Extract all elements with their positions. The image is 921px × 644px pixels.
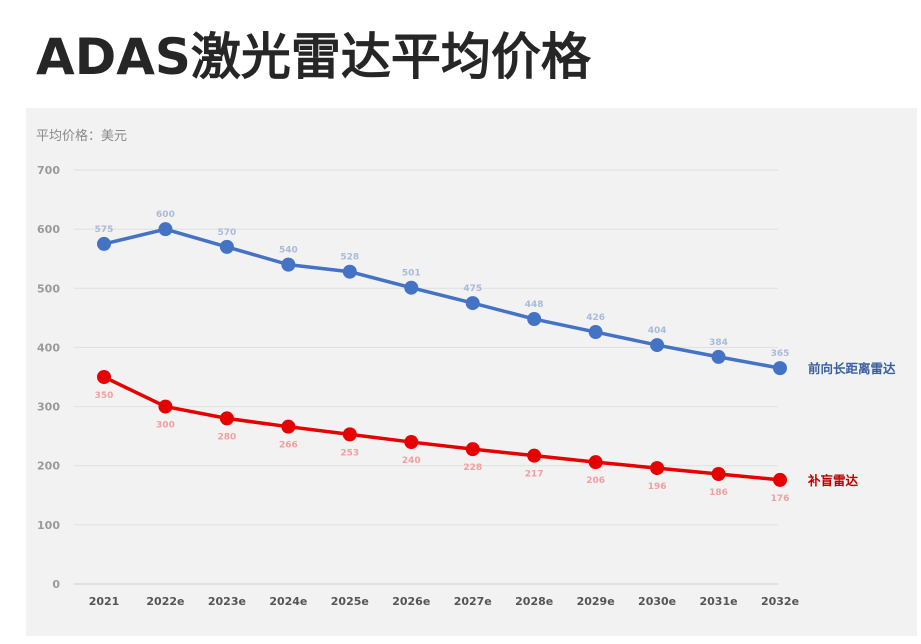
- data-label-0-4: 528: [340, 253, 359, 263]
- data-point-0-9: [650, 338, 665, 353]
- data-label-1-4: 253: [340, 448, 359, 458]
- x-tick-label-2029e: 2029e: [577, 595, 615, 608]
- data-label-1-3: 266: [279, 441, 298, 451]
- data-point-0-6: [465, 296, 480, 311]
- data-point-0-11: [773, 361, 787, 376]
- data-point-1-3: [281, 419, 296, 434]
- data-point-0-4: [342, 264, 357, 279]
- y-tick-label-0: 0: [52, 578, 60, 591]
- data-label-0-2: 570: [218, 228, 237, 238]
- data-label-0-9: 404: [648, 326, 667, 336]
- data-label-1-9: 196: [648, 482, 667, 492]
- data-label-0-6: 475: [463, 284, 482, 294]
- data-point-0-0: [97, 236, 111, 251]
- data-point-1-10: [711, 466, 726, 481]
- y-tick-label-300: 300: [37, 401, 60, 414]
- y-tick-label-100: 100: [37, 519, 60, 532]
- data-point-0-8: [588, 325, 603, 340]
- data-point-1-2: [219, 411, 234, 426]
- data-label-0-3: 540: [279, 246, 298, 256]
- data-label-0-11: 365: [771, 349, 790, 359]
- data-point-1-4: [342, 427, 357, 442]
- x-tick-label-2027e: 2027e: [454, 595, 492, 608]
- x-tick-label-2024e: 2024e: [269, 595, 307, 608]
- data-label-1-8: 206: [586, 476, 605, 486]
- data-point-1-11: [773, 472, 787, 487]
- data-point-1-9: [650, 461, 665, 476]
- y-tick-label-200: 200: [37, 460, 60, 473]
- data-label-1-7: 217: [525, 470, 544, 480]
- data-label-0-7: 448: [525, 300, 544, 310]
- data-label-0-8: 426: [586, 313, 605, 323]
- x-tick-label-2032e: 2032e: [761, 595, 799, 608]
- x-tick-label-2028e: 2028e: [515, 595, 553, 608]
- x-tick-label-2030e: 2030e: [638, 595, 676, 608]
- x-tick-label-2022e: 2022e: [146, 595, 184, 608]
- series-line-1: [103, 375, 781, 482]
- data-point-0-5: [404, 280, 419, 295]
- x-tick-label-2031e: 2031e: [700, 595, 738, 608]
- data-point-1-7: [527, 448, 542, 463]
- data-label-1-11: 176: [771, 494, 790, 504]
- data-label-1-2: 280: [218, 432, 237, 442]
- x-tick-label-2026e: 2026e: [392, 595, 430, 608]
- data-point-0-3: [281, 257, 296, 272]
- data-point-1-5: [404, 435, 419, 450]
- data-point-0-7: [527, 312, 542, 327]
- data-label-0-1: 600: [156, 210, 175, 220]
- data-label-0-10: 384: [709, 338, 728, 348]
- x-tick-label-2025e: 2025e: [331, 595, 369, 608]
- data-point-1-1: [158, 399, 173, 414]
- chart-panel: 平均价格：美元 0 100 200 300 400 500 600 700 2021 2022e 2…: [26, 108, 917, 636]
- data-label-1-0: 350: [95, 391, 114, 401]
- x-tick-label-2023e: 2023e: [208, 595, 246, 608]
- data-point-0-2: [219, 239, 234, 254]
- data-point-0-10: [711, 349, 726, 364]
- y-tick-label-400: 400: [37, 341, 60, 354]
- y-axis-unit-label: 平均价格：美元: [36, 129, 128, 144]
- page-title: ADAS激光雷达平均价格: [36, 28, 591, 86]
- data-label-1-6: 228: [463, 463, 482, 473]
- y-tick-label-700: 700: [37, 164, 60, 177]
- data-point-1-6: [465, 442, 480, 457]
- y-tick-label-600: 600: [37, 223, 60, 236]
- data-label-0-0: 575: [95, 225, 114, 235]
- data-label-1-1: 300: [156, 421, 175, 431]
- data-point-1-0: [97, 370, 111, 384]
- x-tick-label-2021: 2021: [89, 595, 120, 608]
- line-chart: 0 100 200 300 400 500 600 700 2021 2022e 2023e 2024…: [37, 164, 896, 608]
- data-point-0-1: [158, 222, 173, 237]
- series-name-label-1: 补盲雷达: [807, 473, 859, 488]
- data-label-1-10: 186: [709, 488, 728, 498]
- series-line-0: [103, 227, 781, 370]
- y-tick-label-500: 500: [37, 282, 60, 295]
- data-label-1-5: 240: [402, 456, 421, 466]
- series-name-label-0: 前向长距离雷达: [808, 361, 896, 376]
- data-point-1-8: [588, 455, 603, 470]
- data-label-0-5: 501: [402, 269, 421, 279]
